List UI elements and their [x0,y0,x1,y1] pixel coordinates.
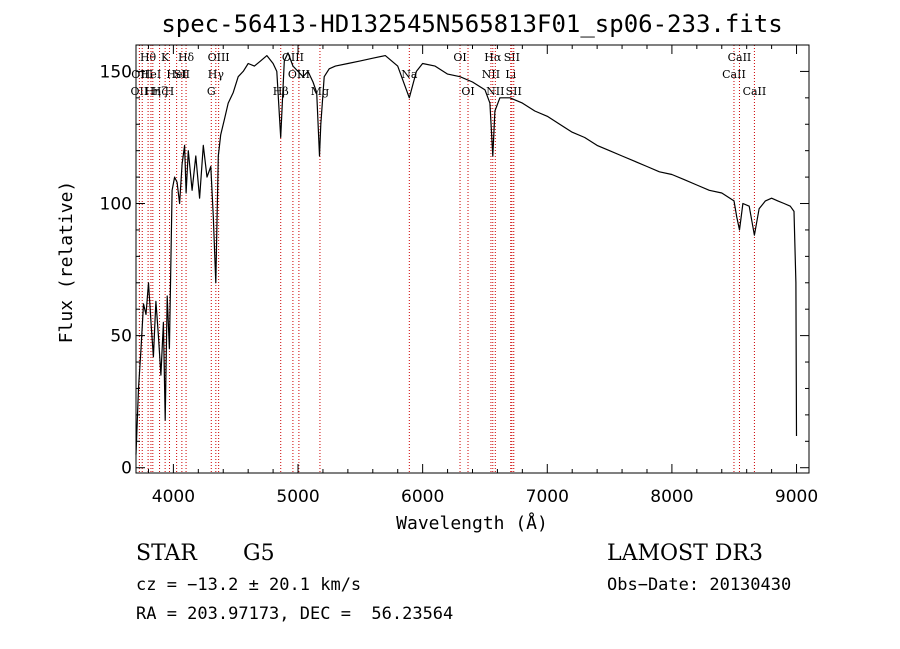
x-axis-label: Wavelength (Å) [396,512,548,534]
x-tick-label: 9000 [775,487,818,507]
line-marker-label: CaII [722,68,746,81]
y-axis-label: Flux (relative) [56,181,77,344]
line-marker-label: Hθ [140,51,157,64]
line-marker-label: H [165,85,175,98]
line-marker-label: CaII [743,85,767,98]
redshift-text: cz = −13.2 ± 20.1 km/s [136,575,361,595]
line-marker-label: Hβ [273,85,289,98]
line-marker-label: NII [486,85,504,98]
line-marker-label: Mg [311,85,329,98]
plot-frame [135,44,810,474]
x-tick-label: 5000 [276,487,319,507]
line-marker-label: OIII [288,68,310,81]
x-tick-label: 8000 [650,487,693,507]
x-tick-label: 7000 [526,487,569,507]
line-marker-label: G [207,85,216,98]
line-marker-label: K [161,51,170,64]
spectrum-line [135,52,798,455]
line-marker-label: Hδ [178,51,195,64]
line-marker-label: Hα [484,51,502,64]
object-type: STAR [136,541,198,566]
line-marker-label: HeI [166,68,186,81]
chart-title: spec-56413-HD132545N565813F01_sp06-233.f… [161,10,782,38]
line-marker-label: OIII [282,51,304,64]
y-tick-label: 100 [100,195,132,215]
line-marker-label: HeI [141,68,161,81]
line-marker-label: Na [401,68,418,81]
line-marker-label: NII [482,68,500,81]
line-marker-label: SII [174,68,190,81]
line-marker-label: Hγ [208,68,225,81]
y-tick-label: 50 [110,327,132,347]
line-marker-label: SII [506,85,522,98]
line-marker-label: Hζ [152,85,168,98]
x-tick-label: 6000 [401,487,444,507]
line-markers: OIIOIIIHθHeIHηHζKHHeISIIHδGHγOIIIHβOIIIO… [131,45,767,473]
survey-name: LAMOST DR3 [607,541,763,566]
line-marker-label: OIII [208,51,230,64]
spectral-subclass: G5 [243,541,275,566]
y-tick-label: 150 [100,62,132,82]
x-axis: 4000 5000 6000 7000 8000 9000 [147,45,818,507]
coordinates-text: RA = 203.97173, DEC = 56.23564 [136,604,453,624]
line-marker-label: OII [131,85,149,98]
line-marker-label: SII [504,51,520,64]
line-marker-label: OI [461,85,474,98]
line-marker-label: CaII [728,51,752,64]
line-marker-label: Li [505,68,516,81]
spectrum-series [135,52,798,455]
line-marker-label: Hη [145,85,161,98]
x-tick-label: 4000 [152,487,195,507]
y-axis: 0 50 100 150 [100,44,809,479]
obs-date-text: Obs−Date: 20130430 [607,575,791,595]
y-tick-label: 0 [121,459,132,479]
line-marker-label: OI [453,51,466,64]
